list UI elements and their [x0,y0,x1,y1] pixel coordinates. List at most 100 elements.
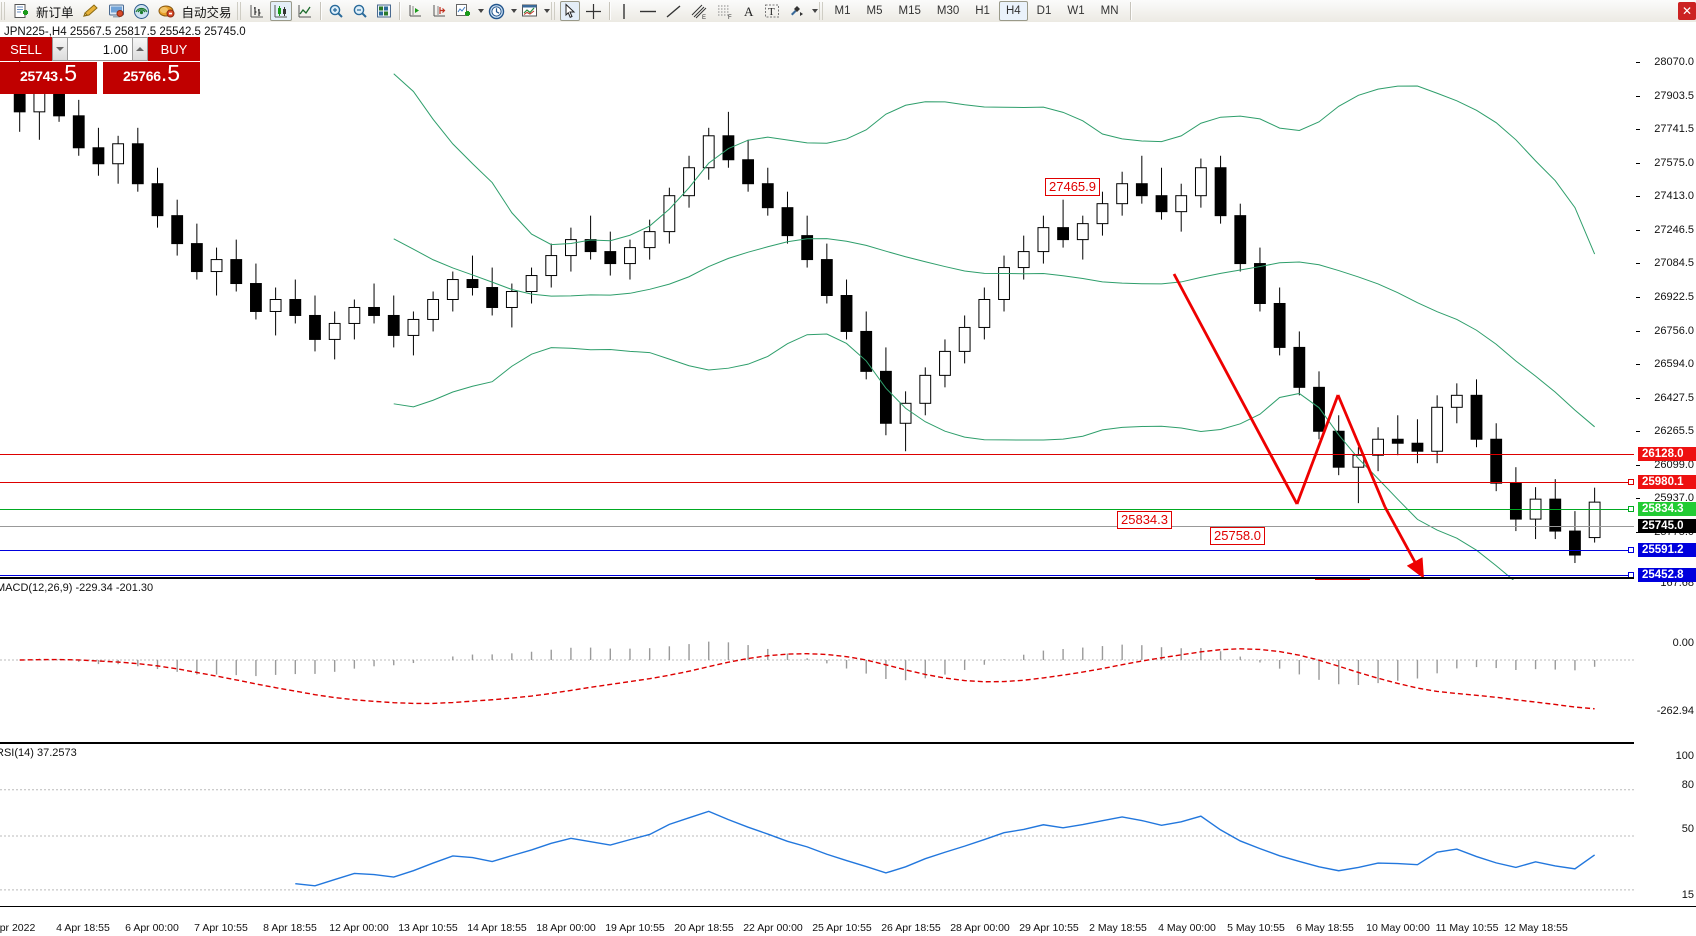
price-level-handle[interactable] [1628,479,1634,485]
chart-area[interactable]: JPN225-,H4 25567.5 25817.5 25542.5 25745… [0,22,1696,936]
candle [328,311,341,360]
axis-tickmark [1636,465,1640,466]
price-level-badge[interactable]: 26128.0 [1638,447,1696,461]
price-level-line[interactable] [0,509,1634,510]
expert-advisor-icon[interactable] [155,1,179,21]
arrows-chevron-down-icon[interactable] [811,9,818,13]
price-annotation-label[interactable]: 25758.0 [1210,527,1265,545]
price-level-handle[interactable] [1628,506,1634,512]
macd-pane[interactable]: MACD(12,26,9) -229.34 -201.30 [0,580,1634,740]
candle [1273,287,1286,356]
timeframe-m30[interactable]: M30 [936,5,960,17]
price-level-badge[interactable]: 25834.3 [1638,502,1696,516]
timeframe-m15[interactable]: M15 [898,5,921,17]
toolbar-grip-3[interactable] [550,2,557,20]
templates-chevron-down-icon[interactable] [543,9,550,13]
time-axis-label: 4 Apr 18:55 [56,922,110,934]
toolbar-grip-4[interactable] [818,2,825,20]
price-level-line[interactable] [0,454,1634,455]
axis-tickmark [1636,398,1640,399]
price-tick-label: 27413.0 [1654,190,1694,202]
fibonacci-retracement-icon[interactable]: F [713,1,737,21]
auto-scroll-right-icon[interactable] [428,1,450,21]
timeframe-w1[interactable]: W1 [1067,5,1085,17]
pencil-icon[interactable] [79,1,103,21]
sell-price[interactable]: 25743 .5 [0,62,97,94]
one-click-trade-panel[interactable]: SELL 1.00 BUY 25743 .5 25766 .5 [0,37,200,94]
price-level-badge[interactable]: 25591.2 [1638,543,1696,557]
line-chart-icon[interactable] [294,1,316,21]
volume-decrement-button[interactable] [52,37,68,61]
candle [998,255,1010,312]
timeframe-m5[interactable]: M5 [866,5,883,17]
price-axis[interactable]: 28070.0 27903.5 27741.5 27575.0 27413.0 27246… [1634,22,1696,936]
price-annotation-label[interactable]: 25834.3 [1117,511,1172,529]
buy-button[interactable]: BUY [148,37,200,61]
candlestick-chart-icon[interactable] [269,1,292,21]
price-level-line[interactable] [0,550,1634,551]
period-clock-icon[interactable] [485,1,508,21]
vertical-line-icon[interactable] [614,1,634,21]
zoom-in-icon[interactable] [325,1,347,21]
auto-trading-label[interactable]: 自动交易 [181,5,232,20]
time-axis-label: 13 Apr 10:55 [398,922,458,934]
auto-scroll-icon[interactable] [373,1,395,21]
sell-button[interactable]: SELL [0,37,52,61]
timeframe-h4[interactable]: H4 [998,1,1028,21]
timeframe-mn[interactable]: MN [1100,5,1119,17]
toolbar-grip-1[interactable] [1,2,7,20]
volume-increment-button[interactable] [132,37,148,61]
price-annotation-label[interactable]: 27465.9 [1045,178,1100,196]
price-level-handle[interactable] [1628,547,1634,553]
axis-tickmark [1636,196,1640,197]
toolbar-grip-2[interactable] [236,2,243,20]
volume-input[interactable]: 1.00 [68,37,132,61]
timeframe-h1[interactable]: H1 [975,5,990,17]
zoom-out-icon[interactable] [349,1,371,21]
price-level-badge[interactable]: 25980.1 [1638,475,1696,489]
candle [919,367,932,416]
price-level-badge[interactable]: 25745.0 [1638,519,1696,533]
rsi-pane[interactable]: RSI(14) 37.2573 [0,745,1634,925]
close-icon[interactable]: ✕ [1678,2,1696,20]
signal-icon[interactable] [130,1,153,21]
period-chevron-down-icon[interactable] [510,9,517,13]
equidistant-channel-icon[interactable]: E [687,1,711,21]
new-order-icon[interactable] [10,1,33,21]
price-level-line[interactable] [0,482,1634,483]
trendline-icon[interactable] [662,1,685,21]
templates-icon[interactable] [518,1,541,21]
price-level-line[interactable] [0,526,1634,527]
candle [761,167,774,216]
text-tool-icon[interactable]: A [739,1,759,21]
cursor-icon[interactable] [559,1,580,21]
price-tick-label: 26922.5 [1654,291,1694,303]
candle [584,215,597,260]
candle [624,239,636,280]
price-pane[interactable]: JPN225-,H4 25567.5 25817.5 25542.5 25745… [0,22,1634,614]
timeframe-m1[interactable]: M1 [834,5,851,17]
buy-price[interactable]: 25766 .5 [103,62,200,94]
bar-chart-icon[interactable] [246,1,268,21]
arrows-tool-icon[interactable] [785,1,809,21]
new-order-label[interactable]: 新订单 [36,5,74,20]
indicator-tick-label: 0.00 [1672,637,1694,649]
chart-shift-icon[interactable] [404,1,426,21]
time-axis-label: 14 Apr 18:55 [467,922,527,934]
timeframe-d1[interactable]: D1 [1036,5,1052,17]
time-axis-label: 26 Apr 18:55 [881,922,941,934]
add-indicator-chevron-down-icon[interactable] [477,9,484,13]
horizontal-line-icon[interactable] [636,1,660,21]
terminal-icon[interactable] [105,1,128,21]
candle [899,391,912,452]
text-label-tool-icon[interactable]: T [761,1,783,21]
crosshair-icon[interactable] [582,1,605,21]
price-level-line[interactable] [0,575,1634,576]
price-level-badge[interactable]: 25452.8 [1638,568,1696,582]
time-axis[interactable]: Apr 2022 4 Apr 18:55 6 Apr 00:00 7 Apr 10:5… [0,906,1634,936]
candle [309,295,321,352]
time-axis-label: 20 Apr 18:55 [674,922,734,934]
price-tick-label: 28070.0 [1654,56,1694,68]
add-indicator-icon[interactable] [452,1,475,21]
time-axis-label: 10 May 00:00 [1366,922,1430,934]
